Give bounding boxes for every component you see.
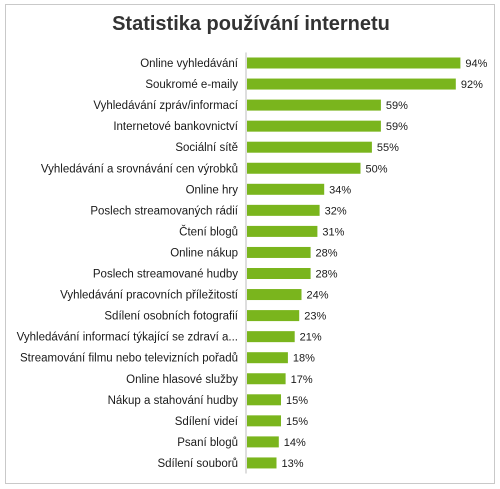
bar-chart: Online vyhledávání 94% Soukromé e-maily 92%… <box>17 52 488 474</box>
value-label: 17% <box>291 374 313 386</box>
value-label: 28% <box>316 269 338 281</box>
bar <box>247 246 311 258</box>
value-label: 50% <box>366 163 388 175</box>
bar <box>247 331 295 343</box>
bar <box>247 141 372 153</box>
value-label: 14% <box>284 437 306 449</box>
value-label: 23% <box>304 311 326 323</box>
bar <box>247 99 381 111</box>
value-label: 59% <box>386 121 408 133</box>
chart-frame: Statistika používání internetu Online vy… <box>5 4 495 484</box>
category-label: Sdílení souborů <box>157 458 238 470</box>
value-label: 15% <box>286 395 308 407</box>
category-label: Čtení blogů <box>179 225 238 238</box>
bar <box>247 225 318 237</box>
value-label: 31% <box>322 226 344 238</box>
category-label: Sdílení videí <box>175 416 239 428</box>
value-label: 34% <box>329 184 351 196</box>
bar <box>247 268 311 279</box>
bar <box>247 310 300 322</box>
bar <box>247 289 302 301</box>
value-label: 94% <box>465 58 487 70</box>
bar <box>247 394 281 406</box>
bar <box>247 57 461 69</box>
bar <box>247 120 381 132</box>
value-label: 55% <box>377 142 399 154</box>
value-label: 32% <box>325 205 347 217</box>
category-label: Sdílení osobních fotografií <box>104 311 238 323</box>
category-label: Streamování filmu nebo televizních pořad… <box>20 353 238 365</box>
category-label: Vyhledávání zpráv/informací <box>93 100 238 112</box>
value-label: 15% <box>286 416 308 428</box>
category-label: Online vyhledávání <box>140 58 239 70</box>
category-label: Internetové bankovnictví <box>113 121 238 133</box>
category-label: Vyhledávání informací týkající se zdraví… <box>17 332 238 344</box>
bar <box>247 415 281 427</box>
category-label: Nákup a stahování hudby <box>108 395 239 407</box>
category-label: Online hry <box>186 184 239 196</box>
value-label: 28% <box>316 247 338 259</box>
category-label: Poslech streamované hudby <box>93 269 238 281</box>
category-label: Sociální sítě <box>175 142 238 154</box>
category-label: Psaní blogů <box>177 437 238 449</box>
value-label: 59% <box>386 100 408 112</box>
category-label: Online hlasové služby <box>126 374 238 386</box>
value-label: 24% <box>306 290 328 302</box>
category-label: Soukromé e-maily <box>145 79 238 91</box>
category-label: Online nákup <box>170 247 238 259</box>
value-label: 92% <box>461 79 483 91</box>
category-label: Poslech streamovaných rádií <box>90 205 238 217</box>
value-label: 18% <box>293 353 315 365</box>
bar <box>247 457 277 469</box>
bar <box>247 183 325 195</box>
value-label: 13% <box>282 458 304 470</box>
bar <box>247 373 286 385</box>
bar <box>247 78 456 90</box>
chart-title: Statistika používání internetu <box>112 13 390 35</box>
bar <box>247 352 288 364</box>
bar <box>247 204 320 216</box>
value-label: 21% <box>300 332 322 344</box>
bar <box>247 436 279 448</box>
category-label: Vyhledávání pracovních příležitostí <box>60 290 239 302</box>
category-label: Vyhledávání a srovnávání cen výrobků <box>41 163 238 175</box>
bar <box>247 162 361 174</box>
